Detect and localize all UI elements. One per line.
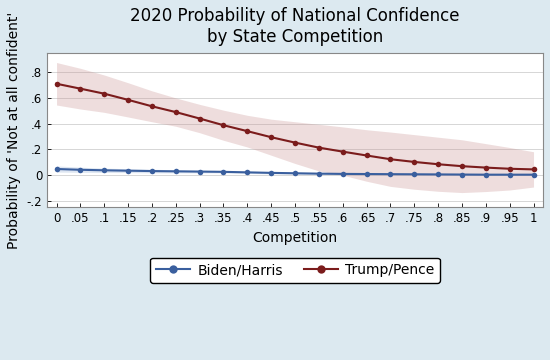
- X-axis label: Competition: Competition: [252, 231, 338, 245]
- Title: 2020 Probability of National Confidence
by State Competition: 2020 Probability of National Confidence …: [130, 7, 460, 46]
- Y-axis label: Probability of 'Not at all confident': Probability of 'Not at all confident': [7, 12, 21, 249]
- Legend: Biden/Harris, Trump/Pence: Biden/Harris, Trump/Pence: [150, 258, 440, 283]
